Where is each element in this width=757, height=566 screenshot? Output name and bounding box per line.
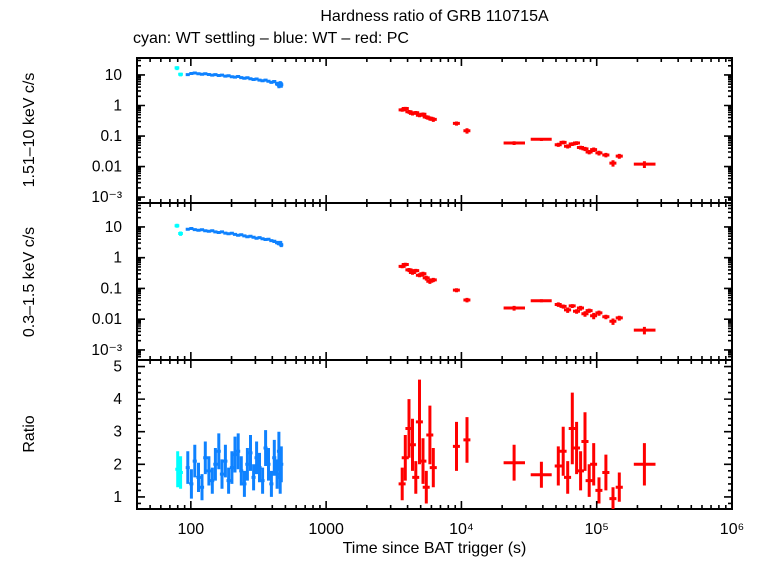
legend-caption: cyan: WT settling – blue: WT – red: PC: [133, 30, 409, 47]
y-tick-label: 10: [105, 67, 123, 84]
series-wt_settling-ratio: [175, 451, 183, 489]
error-bar-points: [175, 451, 183, 489]
panel-hard-band-frame: [136, 57, 733, 204]
y-tick-label: 1: [113, 489, 122, 506]
series-wt_settling-hard-band: [174, 66, 183, 77]
panel-hard-band-ticks: [137, 58, 732, 203]
series-wt-ratio: [185, 430, 284, 501]
error-bar-points: [398, 379, 656, 509]
x-tick-label: 100: [177, 521, 204, 538]
series-pc-hard-band: [398, 106, 656, 168]
series-pc-soft-band: [398, 262, 656, 335]
y-tick-label: 0.01: [92, 311, 122, 328]
y-tick-label: 10⁻³: [91, 189, 122, 206]
panel-ratio-ticks: [137, 360, 732, 509]
panel-soft-band: 10 1 0.1 0.01 10⁻³: [91, 202, 733, 361]
x-tick-label: 1000: [308, 521, 344, 538]
y-axis-label-ratio: Ratio: [21, 415, 38, 453]
y-tick-label: 5: [113, 359, 122, 376]
series-wt-soft-band: [185, 227, 284, 248]
x-tick-label: 10⁵: [584, 521, 608, 538]
x-tick-label: 10⁴: [449, 521, 474, 538]
error-bar-points: [174, 223, 183, 236]
error-bar-points: [185, 71, 284, 89]
error-bar-points: [398, 262, 656, 335]
y-axis-label-soft-band: 0.3–1.5 keV c/s: [21, 226, 38, 338]
y-axis-label-hard-band: 1.51–10 keV c/s: [21, 72, 38, 188]
y-tick-label: 0.1: [100, 280, 122, 297]
panel-hard-band: 10 1 0.1 0.01 10⁻³: [91, 57, 733, 206]
y-tick-label: 10: [105, 219, 123, 236]
y-tick-label: 1: [113, 250, 122, 267]
y-tick-label: 0.1: [100, 128, 122, 145]
y-tick-label: 2: [113, 456, 122, 473]
plot-title: Hardness ratio of GRB 110715A: [320, 8, 549, 25]
error-bar-points: [185, 430, 284, 501]
series-wt-hard-band: [185, 71, 284, 89]
y-tick-label: 4: [113, 391, 122, 408]
error-bar-points: [185, 227, 284, 248]
panel-ratio: 5 4 3 2 1: [113, 359, 733, 510]
error-bar-points: [398, 106, 656, 168]
error-bar-points: [174, 66, 183, 77]
y-tick-label: 1: [113, 98, 122, 115]
panel-ratio-frame: [136, 359, 733, 510]
series-wt_settling-soft-band: [174, 223, 183, 236]
y-tick-label: 0.01: [92, 159, 122, 176]
y-tick-label: 3: [113, 424, 122, 441]
x-tick-label: 10⁶: [720, 521, 744, 538]
y-tick-label: 10⁻³: [91, 342, 122, 359]
panel-soft-band-ticks: [137, 203, 732, 360]
x-axis-label: Time since BAT trigger (s): [342, 540, 527, 557]
series-pc-ratio: [398, 379, 656, 509]
